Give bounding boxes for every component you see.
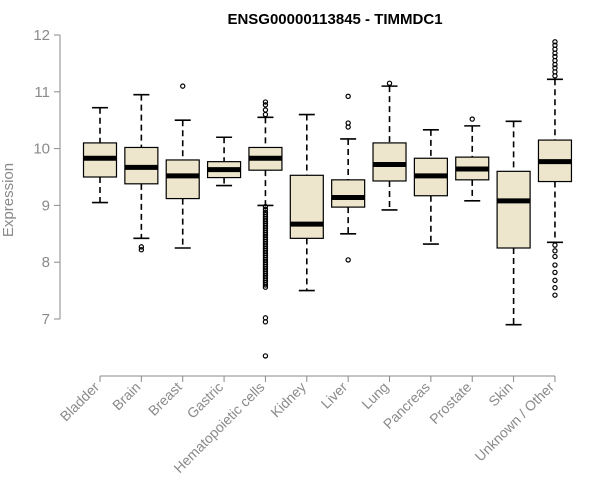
outlier-point bbox=[386, 80, 393, 86]
box-liver bbox=[331, 93, 366, 263]
outlier-point bbox=[262, 353, 269, 359]
outlier-point bbox=[552, 269, 558, 276]
box-skin bbox=[496, 120, 531, 326]
y-tick-label: 10 bbox=[33, 141, 50, 158]
outlier-point bbox=[262, 99, 269, 105]
outlier-point bbox=[552, 73, 558, 79]
y-axis-label: Expression bbox=[0, 163, 17, 237]
x-tick-label: Skin bbox=[485, 379, 516, 410]
box-bladder bbox=[82, 106, 118, 204]
outlier-point bbox=[262, 102, 269, 108]
outlier-point bbox=[262, 282, 269, 288]
outlier-point bbox=[552, 242, 558, 248]
y-tick-label: 12 bbox=[33, 27, 50, 44]
iqr-box bbox=[372, 142, 407, 182]
outlier-point bbox=[138, 244, 145, 250]
outlier-point bbox=[262, 319, 269, 325]
outlier-point bbox=[262, 203, 269, 210]
outlier-point bbox=[469, 116, 475, 122]
x-tick-label: Prostate bbox=[426, 379, 474, 427]
outlier-point bbox=[552, 262, 558, 268]
iqr-box bbox=[289, 174, 324, 239]
box-pancreas bbox=[413, 129, 448, 245]
y-axis: 7 8 9 10 11 12 bbox=[33, 27, 61, 328]
x-tick-label: Lung bbox=[358, 379, 391, 412]
outlier-point bbox=[552, 292, 558, 298]
x-tick-label: Kidney bbox=[267, 379, 309, 421]
outlier-point bbox=[552, 50, 558, 56]
box-lung bbox=[372, 80, 407, 211]
outlier-point bbox=[552, 253, 558, 260]
outlier-point bbox=[552, 61, 558, 68]
outlier-point bbox=[552, 39, 558, 45]
x-tick-label: Breast bbox=[145, 379, 185, 419]
iqr-box bbox=[165, 159, 200, 200]
box-breast bbox=[165, 83, 200, 249]
outlier-point bbox=[345, 257, 351, 263]
y-tick-label: 8 bbox=[42, 254, 50, 271]
box-gastric bbox=[206, 136, 242, 187]
chart-title: ENSG00000113845 - TIMMDC1 bbox=[227, 11, 442, 28]
outlier-point bbox=[345, 124, 351, 130]
y-tick-label: 9 bbox=[42, 197, 50, 214]
box-kidney bbox=[289, 113, 324, 292]
outlier-point bbox=[345, 93, 351, 100]
outlier-point bbox=[262, 111, 269, 118]
box-hematopoietic-cells bbox=[248, 99, 283, 359]
x-tick-label: Brain bbox=[109, 379, 143, 413]
outlier-point bbox=[552, 248, 558, 254]
box-prostate bbox=[455, 116, 490, 202]
outlier-point bbox=[262, 284, 269, 290]
iqr-box bbox=[331, 179, 366, 208]
box-brain bbox=[124, 93, 159, 253]
outlier-point bbox=[552, 277, 558, 284]
box-series bbox=[82, 39, 573, 359]
outlier-point bbox=[180, 83, 186, 89]
iqr-box bbox=[496, 170, 531, 249]
outlier-point bbox=[138, 247, 145, 253]
y-tick-label: 7 bbox=[42, 311, 50, 328]
x-tick-label: Unknown / Other bbox=[471, 379, 557, 465]
x-tick-label: Liver bbox=[318, 379, 351, 412]
outlier-point bbox=[262, 206, 269, 213]
outlier-point bbox=[552, 285, 558, 291]
x-tick-label: Bladder bbox=[57, 379, 103, 425]
outlier-point bbox=[262, 107, 269, 113]
y-tick-label: 11 bbox=[34, 84, 50, 101]
box-unknown-other bbox=[537, 39, 573, 298]
